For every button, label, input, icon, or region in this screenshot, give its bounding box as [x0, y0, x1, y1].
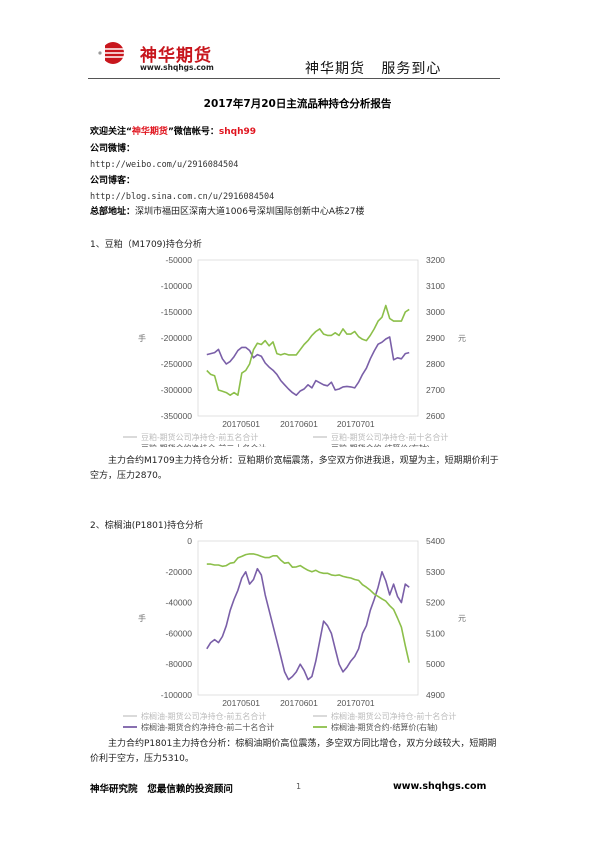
x-tick-label: 20170501 [222, 419, 260, 429]
x-tick-label: 20170701 [337, 698, 375, 708]
left-tick-label: -50000 [166, 255, 193, 265]
left-tick-label: -150000 [161, 307, 192, 317]
blog-label: 公司博客： [90, 176, 136, 186]
right-tick-label: 2700 [426, 385, 445, 395]
legend-entry: 豆粕-期货公司净持仓-前五名合计 [141, 432, 258, 442]
right-tick-label: 5200 [426, 598, 445, 608]
left-tick-label: 0 [187, 536, 192, 546]
left-tick-label: -100000 [161, 281, 192, 291]
left-tick-label: -200000 [161, 333, 192, 343]
left-tick-label: -250000 [161, 359, 192, 369]
right-tick-label: 3200 [426, 255, 445, 265]
address-text: 深圳市福田区深南大道1006号深圳国际创新中心A栋27楼 [135, 207, 365, 217]
logo-url: www.shqhgs.com [140, 63, 214, 72]
left-tick-label: -20000 [166, 567, 193, 577]
x-tick-label: 20170601 [280, 419, 318, 429]
settlement-price-line [206, 553, 410, 663]
settlement-price-line [206, 304, 410, 396]
wechat-prefix: 欢迎关注“ [90, 127, 132, 137]
header-divider [88, 78, 500, 79]
left-tick-label: -300000 [161, 385, 192, 395]
left-tick-label: -80000 [166, 659, 193, 669]
right-tick-label: 2800 [426, 359, 445, 369]
right-tick-label: 5100 [426, 628, 445, 638]
soymeal-position-chart: -50000 -100000 -150000 -200000 -250000 -30000… [123, 255, 466, 447]
palm-oil-position-chart: 0 -20000 -40000 -60000 -80000 -100000 5400 5300… [123, 536, 466, 732]
right-tick-label: 4900 [426, 690, 445, 700]
weibo-label: 公司微博： [90, 144, 136, 154]
wechat-line: 欢迎关注“神华期货”微信帐号：shqh99 [90, 125, 256, 140]
net-position-line [206, 567, 410, 681]
net-position-line [206, 336, 410, 396]
wechat-name: 神华期货 [131, 127, 168, 137]
right-tick-label: 5400 [426, 536, 445, 546]
page-number: 1 [296, 782, 302, 791]
footer-url[interactable]: www.shqhgs.com [393, 781, 487, 792]
header-slogan: 神华期货 服务到心 [305, 61, 442, 77]
legend-entry: 豆粕-期货合约净持仓-前二十名合计 [141, 443, 266, 447]
weibo-link[interactable]: http://weibo.com/u/2916084504 [90, 160, 239, 170]
right-tick-label: 5000 [426, 659, 445, 669]
company-logo-icon [96, 42, 124, 64]
left-tick-label: -40000 [166, 598, 193, 608]
right-tick-label: 2600 [426, 411, 445, 421]
section-analysis-palm-oil: 主力合约P1801主力持仓分析：棕榈油期价高位震荡，多空双方同比增仓，双方分歧较… [90, 739, 497, 764]
right-tick-label: 5300 [426, 567, 445, 577]
legend-entry: 棕榈油-期货合约-结算价(右轴) [331, 722, 438, 732]
legend-entry: 豆粕-期货公司净持仓-前十名合计 [331, 432, 448, 442]
blog-link[interactable]: http://blog.sina.com.cn/u/2916084504 [90, 192, 275, 202]
right-tick-label: 2900 [426, 333, 445, 343]
x-tick-label: 20170701 [337, 419, 375, 429]
legend-entry: 棕榈油-期货公司净持仓-前五名合计 [141, 711, 266, 721]
legend-entry: 豆粕-期货合约-结算价(右轴) [331, 443, 430, 447]
legend-entry: 棕榈油-期货合约净持仓-前二十名合计 [141, 722, 274, 732]
x-tick-label: 20170501 [222, 698, 260, 708]
section-heading-soymeal: 1、豆粕（M1709)持仓分析 [90, 240, 202, 250]
right-tick-label: 3000 [426, 307, 445, 317]
section-heading-palm-oil: 2、棕榈油(P1801)持仓分析 [90, 521, 204, 531]
right-axis-title: 元 [458, 614, 466, 623]
left-axis-title: 手 [138, 333, 146, 343]
address-label: 总部地址： [90, 207, 136, 217]
legend-entry: 棕榈油-期货公司净持仓-前十名合计 [331, 711, 456, 721]
left-tick-label: -350000 [161, 411, 192, 421]
left-tick-label: -60000 [166, 628, 193, 638]
report-title: 2017年7月20日主流品种持仓分析报告 [203, 98, 392, 110]
x-tick-label: 20170601 [280, 698, 318, 708]
logo-text: 神华期货 [140, 46, 212, 66]
wechat-mid: ”微信帐号： [167, 127, 219, 137]
right-tick-label: 3100 [426, 281, 445, 291]
address-line: 总部地址：深圳市福田区深南大道1006号深圳国际创新中心A栋27楼 [90, 205, 365, 220]
section-analysis-soymeal: 主力合约M1709主力持仓分析：豆粕期价宽幅震荡，多空双方你进我退，观望为主，短… [90, 456, 499, 481]
footer-slogan: 神华研究院 您最信赖的投资顾问 [90, 784, 233, 795]
plot-area [197, 259, 419, 417]
plot-area [197, 540, 419, 696]
left-tick-label: -100000 [161, 690, 192, 700]
right-axis-title: 元 [458, 334, 466, 343]
wechat-id: shqh99 [218, 127, 256, 137]
left-axis-title: 手 [138, 613, 146, 623]
